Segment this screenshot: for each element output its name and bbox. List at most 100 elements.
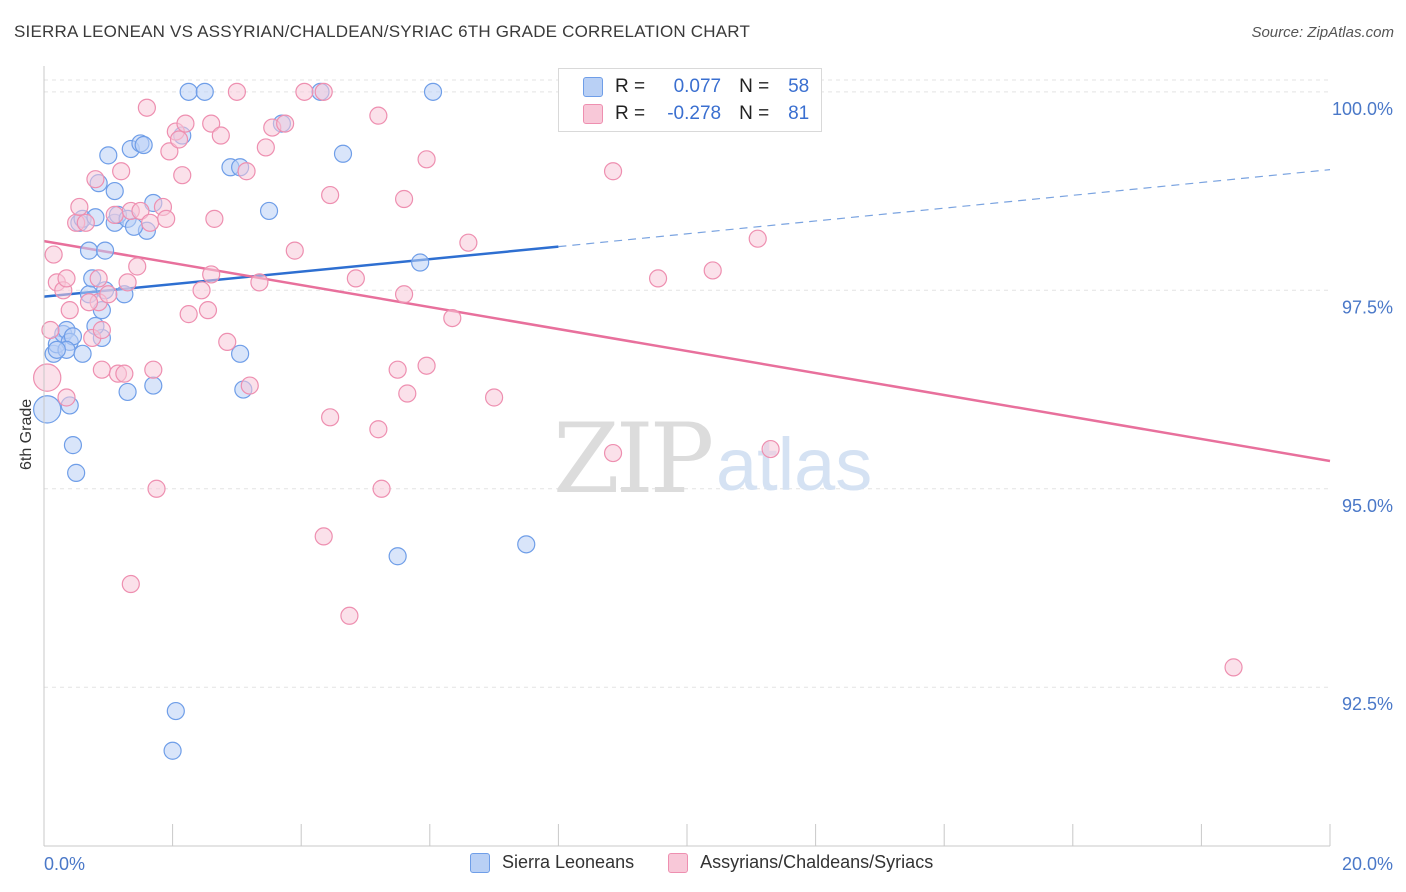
point-sierra-leonean [195,82,214,101]
legend-label: Sierra Leoneans [502,852,635,872]
point-assyrian [443,308,462,328]
point-assyrian [118,273,137,292]
n-value: 81 [788,103,810,124]
point-assyrian [388,360,407,379]
point-sierra-leonean [33,395,62,424]
point-assyrian [92,360,111,379]
series-legend: Sierra Leoneans Assyrians/Chaldeans/Syri… [470,852,967,873]
point-assyrian [394,285,414,304]
point-assyrian [314,527,333,546]
point-sierra-leonean [517,535,536,554]
point-sierra-leonean [134,135,153,155]
point-sierra-leonean [99,146,118,165]
point-assyrian [112,162,131,181]
point-assyrian [70,197,89,217]
point-sierra-leonean [144,376,163,395]
point-assyrian [33,363,62,392]
point-sierra-leonean [95,241,115,260]
point-assyrian [86,170,105,189]
point-assyrian [192,281,211,300]
point-assyrian [1224,658,1243,677]
point-assyrian [417,150,436,169]
watermark-zip: ZIP [553,403,712,515]
point-assyrian [92,320,111,340]
point-assyrian [173,166,192,185]
point-assyrian [202,265,221,284]
point-sierra-leonean [47,340,66,359]
n-label: N = [739,103,770,124]
chart-title: SIERRA LEONEAN VS ASSYRIAN/CHALDEAN/SYRI… [14,22,751,41]
legend-swatch-pink [583,104,603,124]
legend-item-assyrians[interactable]: Assyrians/Chaldeans/Syriacs [668,852,933,873]
legend-row-sierra-leoneans: R = 0.077 N = 58 [583,75,809,99]
point-assyrian [276,114,295,133]
y-tick-label: 95.0% [1342,496,1393,516]
point-assyrian [761,439,780,459]
watermark-atlas: atlas [716,423,872,506]
point-assyrian [372,479,391,498]
point-assyrian [256,138,275,157]
axes: 92.5% 95.0% 97.5% 100.0% 0.0% 20.0% [43,66,1393,874]
point-assyrian [748,229,767,248]
point-assyrian [176,114,195,133]
point-assyrian [57,388,76,407]
point-assyrian [105,205,124,224]
point-assyrian [137,98,156,117]
source-label: Source: ZipAtlas.com [1251,24,1394,41]
legend-swatch-blue [583,77,603,97]
point-assyrian [76,213,95,232]
r-label: R = [615,76,646,97]
r-value: -0.278 [667,103,722,124]
point-assyrian [115,364,134,383]
point-assyrian [227,82,246,101]
point-sierra-leonean [73,344,92,363]
trend-line-extension [558,169,1331,248]
r-value: 0.077 [673,76,722,97]
y-tick-label: 97.5% [1342,297,1393,317]
point-sierra-leonean [411,253,430,272]
point-assyrian [99,285,118,304]
point-sierra-leonean [63,436,83,455]
point-assyrian [121,574,140,594]
point-assyrian [295,82,314,101]
point-assyrian [202,114,221,133]
point-sierra-leonean [118,382,137,402]
point-sierra-leonean [333,144,353,163]
point-sierra-leonean [259,201,279,221]
point-assyrian [369,420,388,439]
point-assyrian [140,213,160,232]
point-sierra-leonean [67,463,86,482]
point-assyrian [703,261,722,280]
point-assyrian [44,245,63,264]
legend-label: Assyrians/Chaldeans/Syriacs [700,852,934,872]
n-label: N = [739,76,770,97]
stats-legend: R = 0.077 N = 58 R = -0.278 N = 81 [558,68,822,132]
point-assyrian [603,162,623,181]
point-assyrian [285,241,304,260]
point-assyrian [459,233,478,252]
point-assyrian [57,269,76,288]
point-assyrian [240,376,259,395]
point-assyrian [198,301,218,320]
point-assyrian [237,162,256,181]
point-assyrian [160,142,179,161]
point-sierra-leonean [105,181,124,201]
x-tick-label: 20.0% [1342,854,1393,874]
legend-swatch-blue [470,852,490,873]
point-assyrian [218,332,237,352]
legend-item-sierra-leoneans[interactable]: Sierra Leoneans [470,852,634,873]
point-assyrian [179,305,198,324]
x-tick-label: 0.0% [44,854,85,874]
legend-row-assyrians: R = -0.278 N = 81 [583,102,809,126]
point-assyrian [394,189,414,209]
point-assyrian [648,269,668,288]
data-points [33,82,1243,760]
point-assyrian [157,209,176,228]
point-assyrian [41,320,60,340]
point-assyrian [205,209,224,228]
point-assyrian [346,269,365,288]
point-assyrian [79,293,99,312]
point-sierra-leonean [166,701,185,721]
point-assyrian [147,479,166,498]
